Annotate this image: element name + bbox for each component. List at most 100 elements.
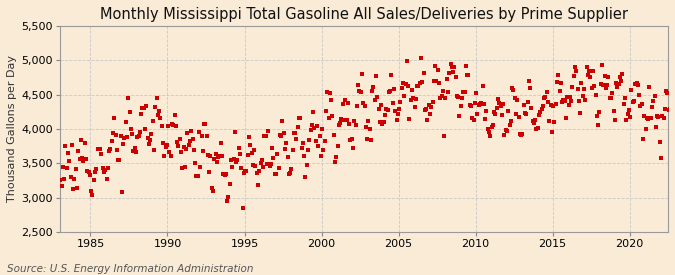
Point [230, 130, 240, 134]
Point [531, 127, 542, 131]
Point [464, 103, 475, 107]
Point [375, 120, 385, 125]
Point [634, 93, 645, 97]
Point [499, 133, 510, 138]
Point [417, 80, 428, 84]
Point [605, 96, 616, 100]
Point [342, 101, 353, 106]
Point [83, 169, 94, 174]
Point [389, 87, 400, 92]
Point [124, 109, 135, 114]
Point [618, 101, 629, 106]
Point [128, 149, 139, 153]
Point [160, 145, 171, 149]
Point [288, 131, 299, 135]
Point [452, 94, 462, 98]
Point [101, 177, 112, 181]
Point [643, 116, 653, 121]
Point [436, 93, 447, 98]
Point [321, 109, 331, 113]
Point [349, 119, 360, 123]
Point [435, 95, 446, 100]
Point [93, 147, 104, 151]
Point [554, 89, 565, 94]
Point [459, 90, 470, 94]
Point [456, 103, 466, 108]
Point [425, 111, 435, 116]
Point [181, 147, 192, 151]
Point [99, 170, 109, 174]
Point [502, 129, 512, 133]
Point [245, 143, 256, 148]
Point [78, 159, 89, 164]
Point [258, 165, 269, 170]
Point [549, 120, 560, 125]
Point [652, 114, 663, 118]
Point [92, 147, 103, 151]
Point [536, 107, 547, 111]
Point [574, 99, 585, 104]
Point [377, 122, 388, 126]
Point [369, 98, 380, 102]
Point [278, 130, 289, 135]
Point [176, 149, 186, 154]
Point [231, 160, 242, 164]
Point [626, 88, 637, 92]
Point [319, 139, 330, 143]
Point [553, 73, 564, 78]
Point [248, 163, 259, 167]
Point [614, 81, 624, 86]
Point [80, 157, 91, 161]
Point [308, 109, 319, 114]
Point [344, 122, 354, 126]
Point [595, 82, 606, 87]
Point [540, 95, 551, 100]
Point [446, 65, 457, 69]
Point [360, 125, 371, 129]
Point [55, 178, 65, 182]
Point [516, 133, 526, 137]
Point [472, 112, 483, 116]
Point [597, 63, 608, 67]
Point [404, 117, 415, 122]
Point [314, 134, 325, 138]
Point [444, 71, 455, 75]
Point [591, 113, 602, 118]
Point [649, 94, 660, 98]
Point [198, 122, 209, 127]
Point [277, 119, 288, 123]
Point [237, 206, 248, 210]
Point [215, 141, 226, 146]
Point [263, 129, 273, 134]
Point [228, 157, 239, 162]
Point [640, 126, 651, 131]
Point [76, 137, 86, 142]
Point [392, 112, 403, 116]
Point [144, 142, 155, 147]
Point [165, 154, 176, 158]
Point [290, 130, 300, 135]
Point [134, 129, 145, 134]
Point [433, 80, 444, 85]
Point [396, 86, 407, 90]
Point [272, 152, 283, 156]
Point [110, 133, 121, 137]
Point [376, 103, 387, 107]
Point [329, 160, 340, 164]
Point [208, 189, 219, 193]
Point [485, 133, 495, 138]
Point [146, 132, 157, 137]
Point [163, 124, 173, 129]
Point [653, 115, 664, 119]
Point [440, 95, 451, 100]
Point [508, 88, 519, 92]
Point [590, 93, 601, 97]
Point [114, 158, 125, 163]
Point [79, 141, 90, 145]
Point [302, 148, 313, 152]
Point [170, 124, 181, 128]
Point [572, 86, 583, 91]
Point [328, 133, 339, 137]
Point [418, 70, 429, 75]
Point [202, 153, 213, 157]
